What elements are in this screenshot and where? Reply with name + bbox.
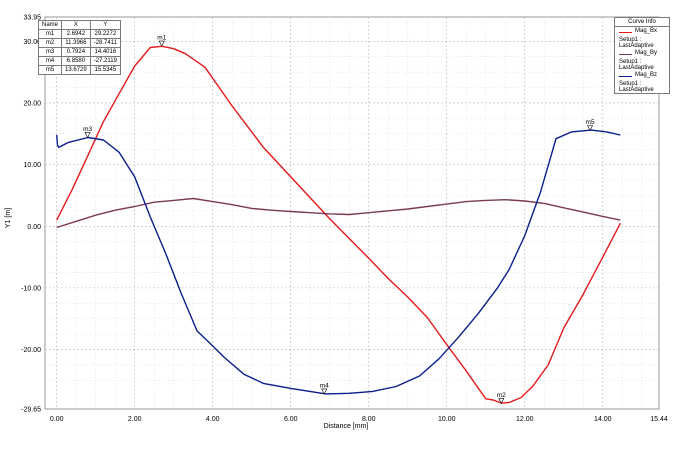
- marker-y: 29.2272: [89, 29, 121, 39]
- legend[interactable]: Curve Info Mag_Bx Setup1 : LastAdaptive …: [614, 17, 670, 94]
- marker-table-header-y: Y: [89, 20, 121, 30]
- marker-name: m1: [37, 29, 63, 39]
- marker-label-m5: m5: [586, 119, 595, 126]
- x-axis-label: Distance [mm]: [324, 423, 369, 430]
- x-tick-label: 15.44: [650, 416, 668, 423]
- marker-table[interactable]: Name X Y m1 2.6942 29.2272 m2 11.3966 -2…: [37, 20, 121, 75]
- series-line-mag-by: [56, 197, 621, 229]
- legend-label: Mag_Bz: [635, 72, 658, 78]
- marker-name: m4: [37, 56, 63, 66]
- marker-label-m2: m2: [497, 392, 506, 399]
- legend-item-mag-bz[interactable]: Mag_Bz Setup1 : LastAdaptive: [615, 71, 669, 93]
- marker-x: 2.6942: [61, 29, 91, 39]
- marker-table-header-x: X: [61, 20, 91, 30]
- table-row: m2 11.3966 -28.7411: [37, 38, 121, 48]
- y-tick-label: -29.65: [21, 407, 41, 414]
- table-row: m4 6.8580 -27.2119: [37, 56, 121, 66]
- y-tick-label: -20.00: [21, 347, 41, 354]
- legend-item-mag-bx[interactable]: Mag_Bx Setup1 : LastAdaptive: [615, 27, 669, 49]
- y-tick-label: -10.00: [21, 285, 41, 292]
- legend-swatch-mag-bx: [619, 32, 632, 33]
- marker-x: 13.6729: [61, 65, 91, 75]
- series-line-mag-bz: [56, 129, 621, 395]
- marker-label-m1: m1: [157, 35, 166, 42]
- marker-y: 14.4016: [89, 47, 121, 57]
- x-tick-label: 8.00: [362, 416, 376, 423]
- marker-label-m4: m4: [320, 382, 329, 389]
- y-tick-label: 0.00: [27, 224, 41, 231]
- marker-x: 6.8580: [61, 56, 91, 66]
- table-row: m5 13.6729 15.5345: [37, 65, 121, 75]
- x-tick-label: 4.00: [206, 416, 220, 423]
- y-tick-label: 33.95: [23, 15, 41, 22]
- marker-m2: [498, 398, 505, 405]
- marker-name: m3: [37, 47, 63, 57]
- y-tick-label: 10.00: [23, 162, 41, 169]
- marker-m3: [84, 132, 91, 139]
- marker-m5: [587, 125, 594, 132]
- x-tick-label: 10.00: [438, 416, 456, 423]
- marker-y: -28.7411: [89, 38, 121, 48]
- plot-frame: [44, 16, 660, 410]
- y-axis-label: Y1 [m]: [5, 208, 12, 228]
- legend-setup: Setup1 : LastAdaptive: [619, 59, 654, 71]
- legend-swatch-mag-by: [619, 54, 632, 55]
- x-tick-label: 6.00: [284, 416, 298, 423]
- legend-setup: Setup1 : LastAdaptive: [619, 37, 654, 49]
- x-tick-label: 12.00: [516, 416, 534, 423]
- marker-m4: [321, 388, 328, 395]
- y-tick-label: 20.00: [23, 100, 41, 107]
- x-tick-label: 14.00: [594, 416, 612, 423]
- x-tick-label: 2.00: [128, 416, 142, 423]
- table-row: m1 2.6942 29.2272: [37, 29, 121, 39]
- marker-table-header-name: Name: [37, 20, 63, 30]
- marker-name: m2: [37, 38, 63, 48]
- marker-name: m5: [37, 65, 63, 75]
- legend-label: Mag_By: [635, 50, 658, 56]
- legend-title: Curve Info: [615, 18, 669, 27]
- x-tick-label: 0.00: [50, 416, 64, 423]
- marker-label-m3: m3: [83, 126, 92, 133]
- legend-setup: Setup1 : LastAdaptive: [619, 81, 654, 93]
- legend-swatch-mag-bz: [619, 76, 632, 77]
- marker-m1: [158, 40, 165, 47]
- legend-item-mag-by[interactable]: Mag_By Setup1 : LastAdaptive: [615, 49, 669, 71]
- series-line-mag-bx: [56, 45, 622, 404]
- marker-x: 0.7924: [61, 47, 91, 57]
- y-tick-label: 30.00: [23, 39, 41, 46]
- table-row: m3 0.7924 14.4016: [37, 47, 121, 57]
- marker-table-header: Name X Y: [37, 20, 121, 30]
- marker-y: -27.2119: [89, 56, 121, 66]
- legend-label: Mag_Bx: [635, 28, 658, 34]
- marker-y: 15.5345: [89, 65, 121, 75]
- marker-x: 11.3966: [61, 38, 91, 48]
